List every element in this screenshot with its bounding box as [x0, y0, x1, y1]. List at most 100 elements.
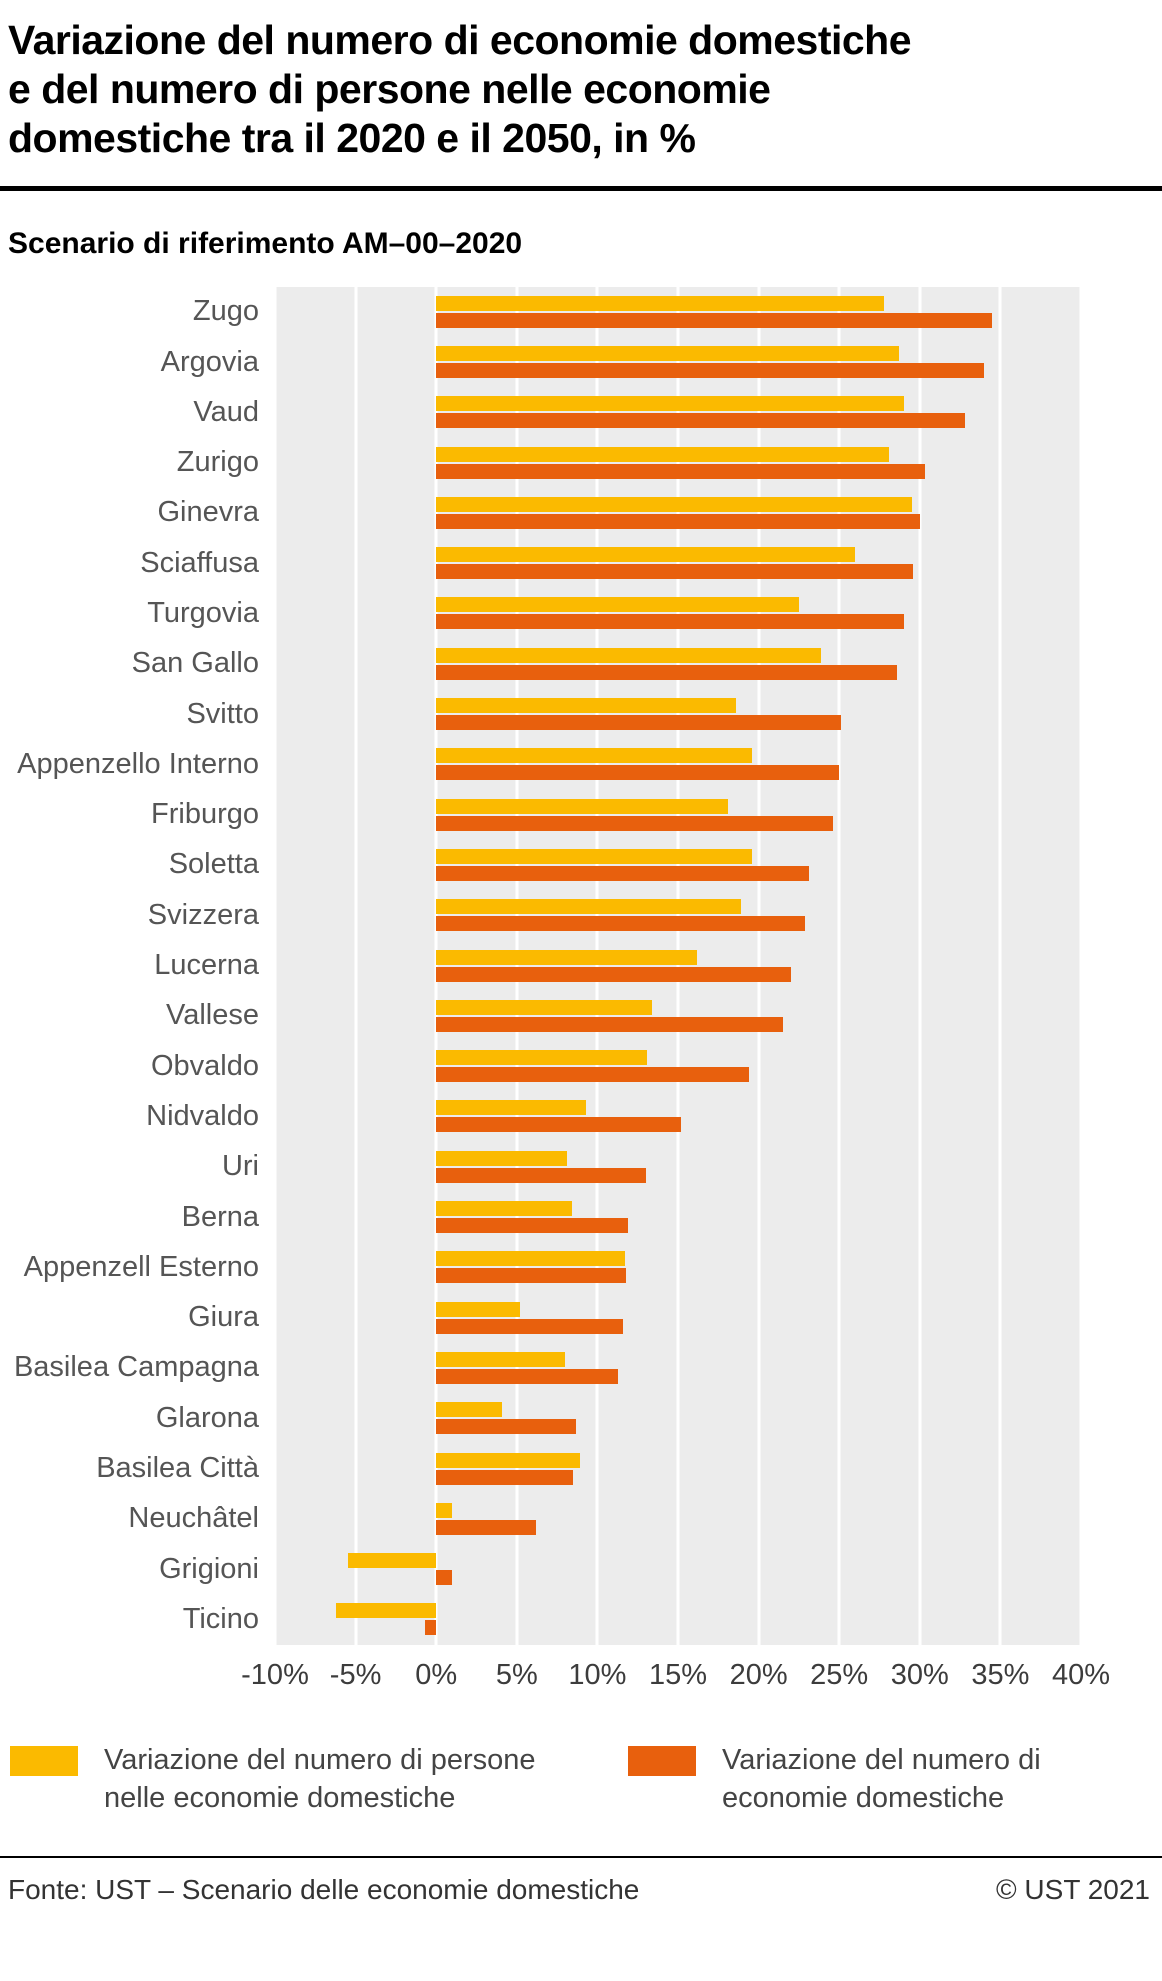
category-label: Basilea Città: [96, 1452, 259, 1485]
gridline: [515, 286, 519, 1645]
bar-persone: [436, 1251, 625, 1267]
gridline: [273, 286, 277, 1645]
legend-label-persone-line1: Variazione del numero di persone: [104, 1743, 536, 1776]
bar-economie: [436, 312, 993, 328]
bar-persone: [436, 748, 753, 764]
bar-economie: [436, 966, 791, 982]
category-label: Friburgo: [151, 798, 259, 831]
x-axis-tick-label: 15%: [648, 1658, 708, 1691]
legend-item-persone: Variazione del numero di persone nelle e…: [10, 1741, 628, 1818]
plot-background: [273, 286, 1083, 1645]
bar-economie: [436, 564, 914, 580]
chart-row: Giura: [0, 1293, 1162, 1343]
chart-row: Obvaldo: [0, 1041, 1162, 1091]
chart-row: Vaud: [0, 387, 1162, 437]
chart-row: Neuchâtel: [0, 1494, 1162, 1544]
gridline: [595, 286, 599, 1645]
bar-persone: [436, 346, 899, 361]
legend-item-economie: Variazione del numero di economie domest…: [628, 1741, 1041, 1818]
category-label: Neuchâtel: [128, 1502, 259, 1535]
bar-economie: [436, 1469, 574, 1485]
bar-economie: [436, 664, 898, 680]
chart-row: Turgovia: [0, 588, 1162, 638]
bar-economie: [436, 1218, 628, 1234]
bars-area: [275, 1544, 1081, 1594]
category-label: Vallese: [166, 999, 259, 1032]
bars-area: [275, 890, 1081, 940]
x-axis-tick-label: 40%: [1051, 1658, 1111, 1691]
footer: Fonte: UST – Scenario delle economie dom…: [0, 1856, 1162, 1906]
title-line-2: e del numero di persone nelle economie: [8, 66, 771, 113]
x-axis-tick-label: 0%: [415, 1658, 458, 1691]
category-label: Zugo: [192, 295, 259, 328]
chart-rows: Zugo Argovia Vaud Zurigo Ginevra Sciaffusa Tur…: [0, 287, 1162, 1645]
bar-economie: [436, 1117, 682, 1133]
gridline: [1079, 286, 1083, 1645]
bar-economie: [436, 1268, 627, 1284]
copyright-text: © UST 2021: [996, 1874, 1150, 1905]
chart-row: Svizzera: [0, 890, 1162, 940]
bars-area: [275, 387, 1081, 437]
bar-economie: [436, 1016, 783, 1032]
category-label: Appenzello Interno: [17, 747, 259, 780]
category-label: Basilea Campagna: [13, 1351, 259, 1384]
bar-economie: [436, 1368, 619, 1384]
chart-row: San Gallo: [0, 639, 1162, 689]
bar-economie: [436, 363, 985, 378]
category-label: Turgovia: [147, 596, 259, 629]
legend: Variazione del numero di persone nelle e…: [0, 1741, 1162, 1818]
x-axis: -10% -5% 0% 5% 10% 15% 20% 25% 30% 35% 40%: [241, 1645, 1110, 1699]
source-text: Fonte: UST – Scenario delle economie dom…: [8, 1874, 640, 1905]
category-label: Vaud: [193, 395, 259, 428]
bars-area: [275, 991, 1081, 1041]
category-label: Giura: [188, 1301, 259, 1334]
category-label: Uri: [221, 1150, 259, 1183]
bar-economie: [436, 614, 904, 630]
gridline: [998, 286, 1002, 1645]
bar-persone: [436, 1452, 580, 1468]
x-axis-tick-label: 35%: [971, 1658, 1030, 1691]
category-label: Grigioni: [159, 1552, 259, 1585]
chart-row: Berna: [0, 1192, 1162, 1242]
title-line-3: domestiche tra il 2020 e il 2050, in %: [8, 115, 696, 162]
category-label: Ticino: [182, 1602, 259, 1635]
bar-economie: [436, 815, 833, 831]
bar-chart: Zugo Argovia Vaud Zurigo Ginevra Sciaffusa Tur…: [0, 286, 1162, 1699]
bars-area: [275, 538, 1081, 588]
bar-persone: [436, 446, 890, 462]
bar-persone: [436, 1100, 587, 1116]
bars-area: [275, 689, 1081, 739]
bars-area: [275, 1242, 1081, 1292]
chart-row: Zugo: [0, 287, 1162, 337]
category-label: Nidvaldo: [146, 1099, 259, 1132]
bar-economie: [436, 916, 806, 932]
bar-economie: [436, 1067, 749, 1083]
category-label: Ginevra: [157, 496, 259, 529]
chart-row: Svitto: [0, 689, 1162, 739]
chart-row: Appenzell Esterno: [0, 1242, 1162, 1292]
bar-persone: [436, 698, 737, 714]
title-line-1: Variazione del numero di economie domest…: [8, 17, 912, 63]
bar-persone: [436, 547, 856, 563]
legend-swatch-economie: [628, 1745, 696, 1776]
bar-persone: [436, 1201, 572, 1217]
chart-row: Ginevra: [0, 488, 1162, 538]
bars-area: [275, 1594, 1081, 1644]
bars-area: [275, 1293, 1081, 1343]
title-divider: [0, 185, 1162, 191]
bar-economie: [436, 715, 841, 731]
chart-row: Lucerna: [0, 940, 1162, 990]
bar-economie: [436, 1167, 646, 1183]
chart-row: Sciaffusa: [0, 538, 1162, 588]
bars-area: [275, 1443, 1081, 1493]
chart-row: Grigioni: [0, 1544, 1162, 1594]
legend-label-economie: Variazione del numero di economie domest…: [722, 1741, 1041, 1818]
bars-area: [275, 1393, 1081, 1443]
bar-persone: [436, 1301, 520, 1317]
footer-divider: [0, 1856, 1162, 1858]
bars-area: [275, 739, 1081, 789]
bar-economie: [436, 463, 925, 479]
gridline: [918, 286, 922, 1645]
chart-row: Glarona: [0, 1393, 1162, 1443]
bar-economie: [436, 765, 840, 781]
